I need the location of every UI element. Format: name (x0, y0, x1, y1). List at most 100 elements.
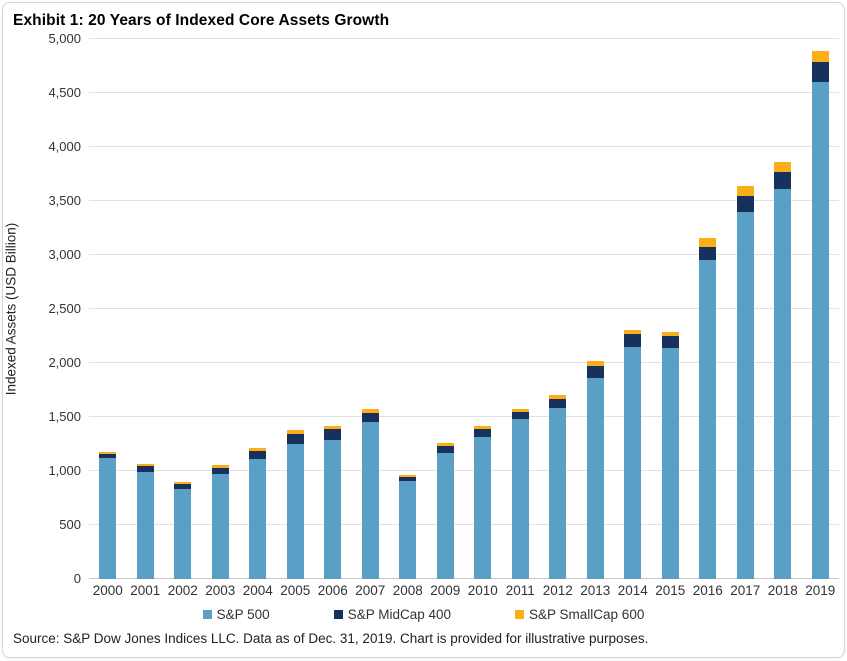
legend-item-s-p-midcap-400: S&P MidCap 400 (333, 607, 452, 622)
legend-swatch-icon (202, 610, 212, 619)
bar-segment-s-p-500 (174, 489, 192, 579)
bar-segment-s-p-500 (811, 82, 829, 579)
bar-stack (511, 408, 529, 579)
bar-segment-s-p-smallcap-600 (436, 442, 454, 446)
bar-segment-s-p-500 (586, 378, 604, 579)
bar-segment-s-p-smallcap-600 (399, 474, 417, 477)
bar-group-2001 (127, 39, 165, 579)
bar-segment-s-p-500 (249, 459, 267, 579)
bar-segment-s-p-smallcap-600 (811, 50, 829, 62)
x-axis-labels: 2000 2001 2002 2003 2004 2005 2006 2007 2008 2009… (89, 583, 839, 598)
bar-segment-s-p-midcap-400 (811, 61, 829, 83)
x-tick-label: 2008 (392, 583, 423, 598)
bar-segment-s-p-500 (774, 188, 792, 579)
bar-segment-s-p-midcap-400 (736, 195, 754, 212)
bar-segment-s-p-smallcap-600 (211, 465, 229, 468)
bar-stack (736, 185, 754, 579)
legend-swatch-icon (515, 610, 525, 619)
gridline (89, 416, 839, 417)
bar-segment-s-p-smallcap-600 (286, 429, 304, 434)
y-tick-label: 4,000 (48, 139, 81, 154)
bar-segment-s-p-smallcap-600 (661, 331, 679, 337)
gridline (89, 200, 839, 201)
bar-segment-s-p-500 (511, 419, 529, 579)
bar-group-2012 (539, 39, 577, 579)
x-tick-label: 2002 (167, 583, 198, 598)
bar-group-2002 (164, 39, 202, 579)
bar-stack (811, 50, 829, 579)
bar-segment-s-p-midcap-400 (624, 333, 642, 348)
bar-segment-s-p-500 (436, 453, 454, 579)
bar-stack (624, 329, 642, 579)
bar-segment-s-p-500 (549, 408, 567, 579)
bar-group-2017 (727, 39, 765, 579)
legend-item-s-p-smallcap-600: S&P SmallCap 600 (515, 607, 644, 622)
y-tick-label: 0 (73, 571, 81, 586)
gridline (89, 362, 839, 363)
legend-label: S&P SmallCap 600 (529, 607, 645, 622)
x-tick-label: 2001 (130, 583, 161, 598)
x-tick-label: 2019 (805, 583, 836, 598)
y-tick-label: 3,000 (48, 247, 81, 262)
bar-segment-s-p-midcap-400 (586, 365, 604, 379)
bar-group-2010 (464, 39, 502, 579)
x-tick-label: 2005 (280, 583, 311, 598)
bar-segment-s-p-500 (399, 481, 417, 579)
legend-label: S&P MidCap 400 (347, 607, 452, 622)
y-tick-label: 2,000 (48, 355, 81, 370)
bar-group-2004 (239, 39, 277, 579)
x-tick-label: 2017 (730, 583, 761, 598)
legend-item-s-p-500: S&P 500 (202, 607, 270, 622)
bar-group-2019 (802, 39, 840, 579)
bar-stack (774, 162, 792, 579)
y-tick-label: 500 (59, 517, 81, 532)
bar-segment-s-p-smallcap-600 (736, 185, 754, 196)
bar-segment-s-p-500 (136, 472, 154, 579)
y-tick-label: 1,000 (48, 463, 81, 478)
y-tick-label: 2,500 (48, 301, 81, 316)
bar-stack (286, 429, 304, 579)
bar-group-2007 (352, 39, 390, 579)
bar-segment-s-p-500 (99, 458, 117, 579)
bar-segment-s-p-smallcap-600 (324, 425, 342, 430)
bar-stack (324, 425, 342, 579)
x-tick-label: 2011 (505, 583, 535, 598)
x-tick-label: 2013 (580, 583, 611, 598)
bar-stack (361, 408, 379, 579)
bar-group-2013 (577, 39, 615, 579)
bar-segment-s-p-smallcap-600 (586, 360, 604, 366)
bar-stack (474, 426, 492, 579)
bar-segment-s-p-500 (324, 439, 342, 579)
bar-segment-s-p-500 (474, 436, 492, 579)
bar-group-2008 (389, 39, 427, 579)
bar-segment-s-p-smallcap-600 (174, 481, 192, 484)
bar-segment-s-p-midcap-400 (436, 445, 454, 454)
bar-segment-s-p-smallcap-600 (774, 162, 792, 172)
bar-segment-s-p-smallcap-600 (249, 447, 267, 452)
bar-segment-s-p-midcap-400 (136, 466, 154, 473)
bar-segment-s-p-midcap-400 (211, 467, 229, 475)
bar-stack (399, 474, 417, 579)
x-tick-label: 2018 (767, 583, 798, 598)
bar-segment-s-p-midcap-400 (774, 171, 792, 189)
bar-stack (211, 465, 229, 579)
x-tick-label: 2000 (92, 583, 123, 598)
y-axis-title: Indexed Assets (USD Billion) (3, 222, 19, 396)
x-axis-line (89, 578, 839, 579)
bar-stack (699, 237, 717, 579)
legend-swatch-icon (333, 610, 343, 619)
y-tick-label: 5,000 (48, 31, 81, 46)
bar-group-2003 (202, 39, 240, 579)
gridline (89, 146, 839, 147)
bar-segment-s-p-smallcap-600 (624, 329, 642, 334)
bar-segment-s-p-midcap-400 (474, 429, 492, 437)
legend: S&P 500 S&P MidCap 400 S&P SmallCap 600 (3, 607, 844, 622)
x-tick-label: 2012 (542, 583, 573, 598)
bar-group-2011 (502, 39, 540, 579)
bar-segment-s-p-smallcap-600 (136, 464, 154, 467)
bar-segment-s-p-500 (736, 211, 754, 579)
gridline (89, 470, 839, 471)
x-tick-label: 2014 (617, 583, 648, 598)
